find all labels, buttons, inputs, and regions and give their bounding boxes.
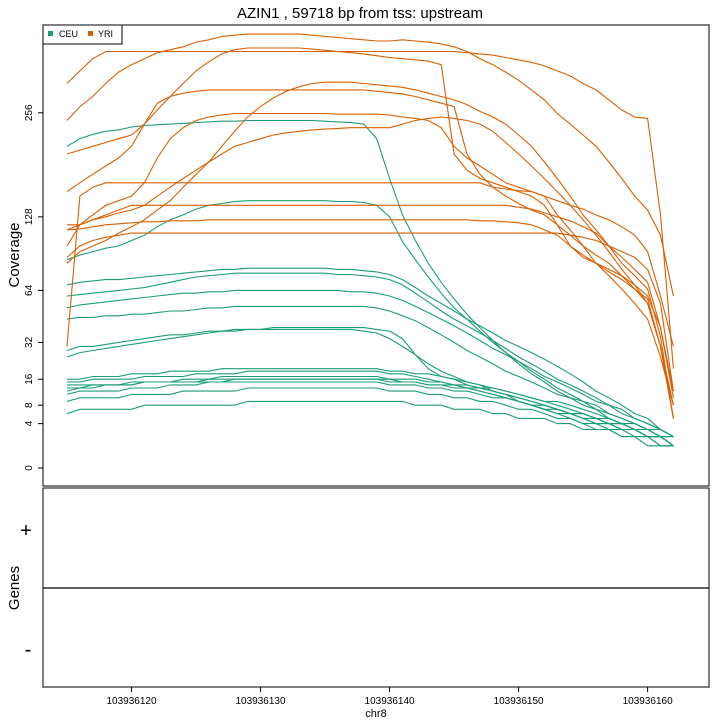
- series-line-ceu-6: [66, 387, 674, 447]
- legend-label-yri: YRI: [98, 29, 113, 39]
- series-line-yri-24: [67, 204, 674, 392]
- x-tick-label: 103936150: [494, 696, 544, 707]
- y-tick-label: 16: [24, 373, 35, 385]
- series-line-yri-22: [66, 81, 674, 419]
- y-tick-label: 8: [24, 402, 35, 408]
- legend-box: [42, 24, 123, 45]
- series-line-ceu-2: [67, 368, 674, 447]
- y-tick-label: 0: [24, 465, 35, 471]
- series-line-yri-16: [66, 33, 674, 297]
- series-line-yri-20: [66, 116, 674, 406]
- y-tick-label: 256: [24, 104, 35, 121]
- series-line-ceu-14: [66, 328, 674, 447]
- series-line-ceu-7: [67, 378, 674, 438]
- series-line-yri-23: [66, 219, 674, 419]
- series-line-yri-21: [66, 232, 674, 392]
- series-line-yri-19: [66, 112, 674, 406]
- chart-title: AZIN1 , 59718 bp from tss: upstream: [237, 5, 483, 22]
- series-line-ceu-13: [66, 119, 674, 447]
- y-tick-label: 128: [24, 208, 35, 225]
- minus-strand-label: -: [25, 639, 32, 661]
- x-tick-label: 103936120: [106, 696, 156, 707]
- series-line-ceu-4: [66, 400, 674, 447]
- legend-label-ceu: CEU: [59, 29, 78, 39]
- legend-swatch-yri: [88, 31, 93, 36]
- x-tick-label: 103936140: [365, 696, 415, 707]
- series-line-ceu-1: [66, 375, 674, 447]
- x-tick-label: 103936130: [236, 696, 286, 707]
- series-line-ceu-8: [66, 327, 674, 447]
- y-tick-label: 32: [24, 336, 35, 348]
- series-line-ceu-11: [66, 267, 674, 438]
- series-layer: [66, 33, 674, 447]
- legend: CEU YRI: [42, 24, 123, 45]
- series-line-yri-25: [66, 50, 674, 369]
- legend-swatch-ceu: [48, 31, 53, 36]
- x-tick-label: 103936160: [623, 696, 673, 707]
- plus-strand-label: +: [20, 520, 32, 542]
- series-line-yri-26: [66, 89, 674, 419]
- x-axis: 103936120 103936130 103936140 103936150 1039…: [106, 687, 673, 707]
- y-tick-label: 64: [24, 284, 35, 296]
- series-line-yri-18: [66, 47, 674, 398]
- series-line-ceu-15: [66, 289, 674, 438]
- y-axis-label: Coverage: [6, 222, 23, 287]
- coverage-panel: [42, 24, 710, 487]
- series-line-ceu-0: [67, 378, 674, 447]
- series-line-yri-17: [66, 182, 674, 347]
- y-axis: 0 4 8 16 32 64 128 256: [24, 104, 43, 471]
- genes-label: Genes: [6, 566, 23, 610]
- x-axis-label: chr8: [365, 708, 386, 720]
- series-line-ceu-10: [66, 272, 674, 438]
- y-tick-label: 4: [24, 420, 35, 426]
